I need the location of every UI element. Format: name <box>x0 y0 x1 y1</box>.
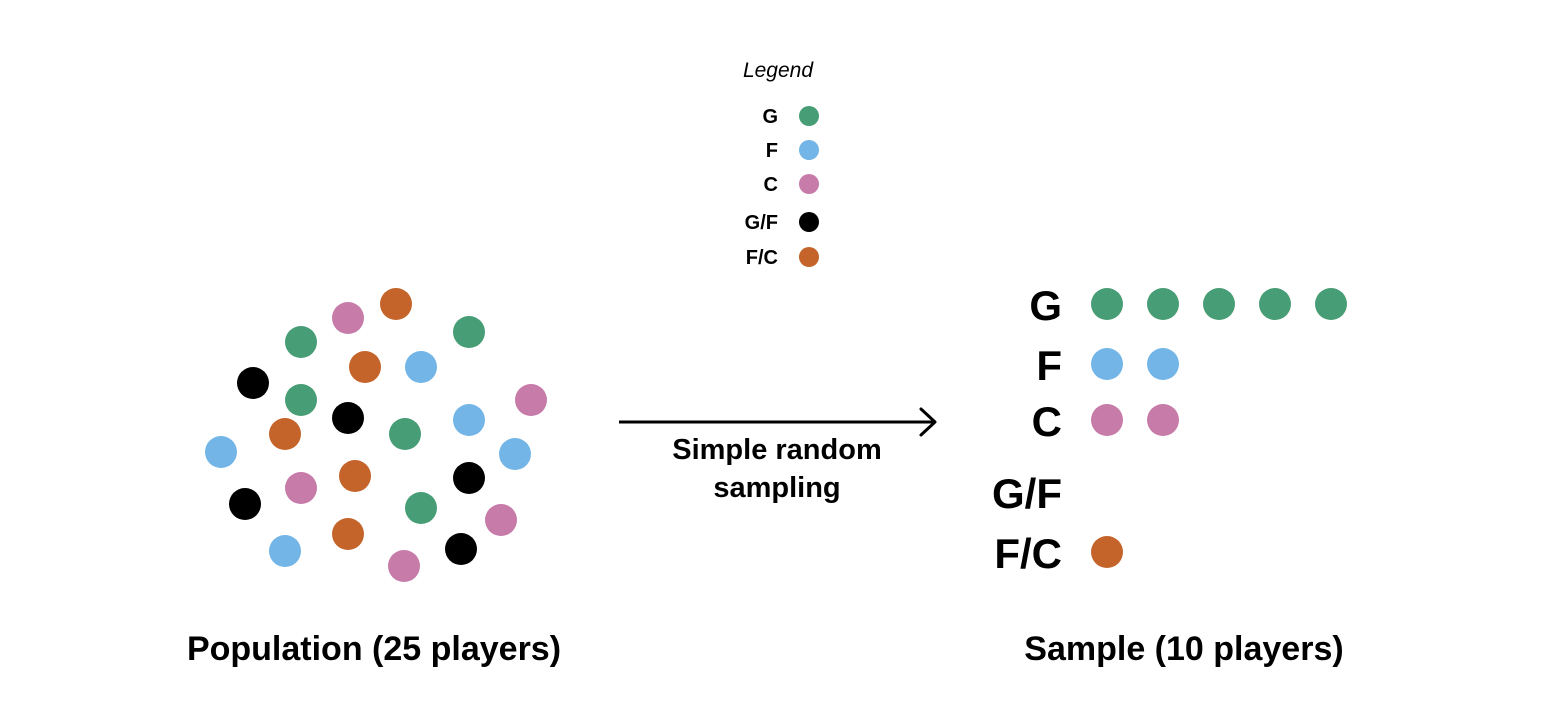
population-dot-g-f <box>445 533 477 565</box>
sample-row-label-f: F <box>1036 342 1062 389</box>
legend-items: GFC G/F F/C <box>745 106 819 269</box>
sample-dot-g <box>1315 288 1347 320</box>
legend: Legend GFC G/F F/C <box>743 59 819 269</box>
sample-caption: Sample (10 players) <box>1024 630 1343 668</box>
population-dot-g-f <box>332 402 364 434</box>
population-dot-g <box>285 384 317 416</box>
legend-label-f: F <box>766 140 778 162</box>
sample-row-label-g: G <box>1029 282 1062 329</box>
legend-label-f-c: F/C <box>746 247 778 269</box>
legend-title: Legend <box>743 59 814 82</box>
sample-dot-c <box>1091 404 1123 436</box>
population-dot-f <box>499 438 531 470</box>
arrow-head <box>919 407 937 437</box>
population-dot-f <box>405 351 437 383</box>
sample-dot-g <box>1091 288 1123 320</box>
sample-dot-f <box>1091 348 1123 380</box>
population-dot-f <box>205 436 237 468</box>
sample-dot-f <box>1147 348 1179 380</box>
population-dot-g-f <box>237 367 269 399</box>
sampling-label-line1: Simple random <box>672 434 882 466</box>
legend-dot-g <box>799 106 819 126</box>
population-dot-f-c <box>380 288 412 320</box>
population-dot-f-c <box>349 351 381 383</box>
population-dot-f <box>453 404 485 436</box>
population-dot-c <box>388 550 420 582</box>
legend-label-c: C <box>764 174 778 196</box>
sample-dot-c <box>1147 404 1179 436</box>
population-dot-g <box>285 326 317 358</box>
population-cluster <box>205 288 547 582</box>
population-dot-g-f <box>453 462 485 494</box>
sample-rows: GFC G/F F/C <box>992 282 1347 577</box>
population-dot-c <box>515 384 547 416</box>
legend-dot-c <box>799 174 819 194</box>
legend-dot-f <box>799 140 819 160</box>
sampling-label-line2: sampling <box>713 472 840 504</box>
population-dot-g <box>389 418 421 450</box>
population-dot-c <box>285 472 317 504</box>
legend-label-g-f: G/F <box>745 212 778 234</box>
legend-dot-g-f <box>799 212 819 232</box>
sampling-arrow: Simple random sampling <box>619 407 937 504</box>
sample-dot-g <box>1259 288 1291 320</box>
population-dot-f-c <box>269 418 301 450</box>
population-caption: Population (25 players) <box>187 630 561 668</box>
sample-dot-g <box>1203 288 1235 320</box>
sample-row-label-g-f: G/F <box>992 470 1062 517</box>
legend-label-g: G <box>762 106 778 128</box>
population-dot-g <box>405 492 437 524</box>
population-dot-g <box>453 316 485 348</box>
population-dot-f-c <box>339 460 371 492</box>
population-dot-c <box>485 504 517 536</box>
population-dot-g-f <box>229 488 261 520</box>
legend-dot-f-c <box>799 247 819 267</box>
population-dot-f-c <box>332 518 364 550</box>
sample-row-label-f-c: F/C <box>994 530 1062 577</box>
population-dot-c <box>332 302 364 334</box>
population-dot-f <box>269 535 301 567</box>
sample-row-label-c: C <box>1032 398 1062 445</box>
sample-dot-f-c <box>1091 536 1123 568</box>
sample-dot-g <box>1147 288 1179 320</box>
